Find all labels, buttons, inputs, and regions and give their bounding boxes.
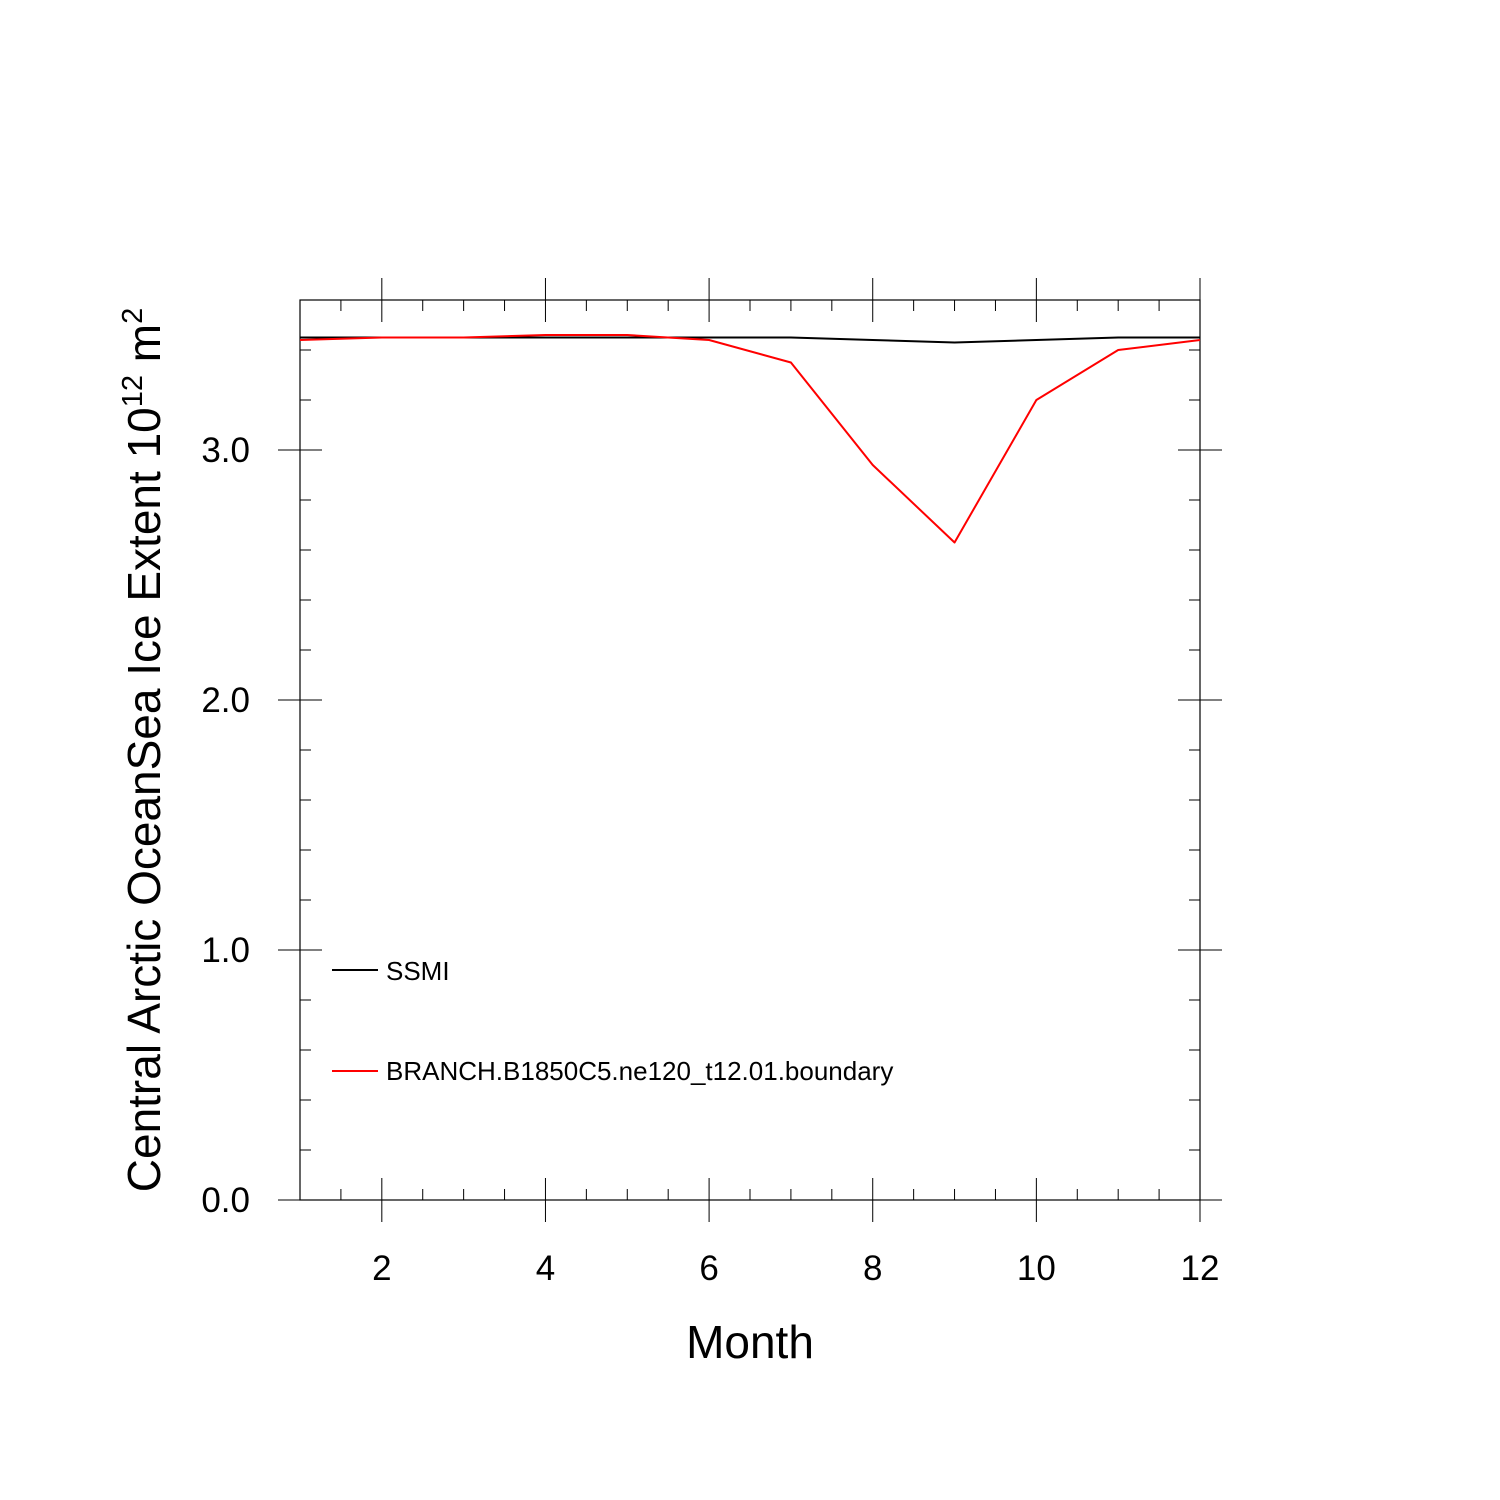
- axis-ticks: [278, 278, 1222, 1222]
- legend-label-branch: BRANCH.B1850C5.ne120_t12.01.boundary: [386, 1056, 893, 1086]
- series-layer: [299, 334, 1201, 544]
- y-tick-label: 1.0: [201, 931, 250, 970]
- y-tick-label: 0.0: [201, 1181, 250, 1220]
- x-tick-label: 8: [863, 1249, 882, 1288]
- y-axis-title: Central Arctic OceanSea Ice Extent 1012 …: [117, 308, 170, 1192]
- legend-label-ssmi: SSMI: [386, 956, 450, 986]
- y-axis-title-exponent: 12: [117, 375, 149, 407]
- series-line-1: [299, 334, 1201, 544]
- y-axis-title-unit-exponent: 2: [117, 308, 149, 324]
- y-tick-label: 3.0: [201, 431, 250, 470]
- x-tick-label: 4: [536, 1249, 555, 1288]
- tick-labels: 2 4 6 8 10 12 0.0 1.0 2.0 3.0: [201, 431, 1219, 1288]
- legend: SSMI BRANCH.B1850C5.ne120_t12.01.boundar…: [332, 956, 893, 1086]
- x-tick-label: 12: [1181, 1249, 1220, 1288]
- y-axis-title-text: Central Arctic OceanSea Ice Extent 10: [118, 407, 170, 1192]
- x-tick-label: 2: [372, 1249, 391, 1288]
- x-axis-title: Month: [686, 1316, 814, 1368]
- y-tick-label: 2.0: [201, 681, 250, 720]
- x-tick-label: 6: [699, 1249, 718, 1288]
- x-tick-label: 10: [1017, 1249, 1056, 1288]
- y-axis-title-unit: m: [118, 324, 170, 375]
